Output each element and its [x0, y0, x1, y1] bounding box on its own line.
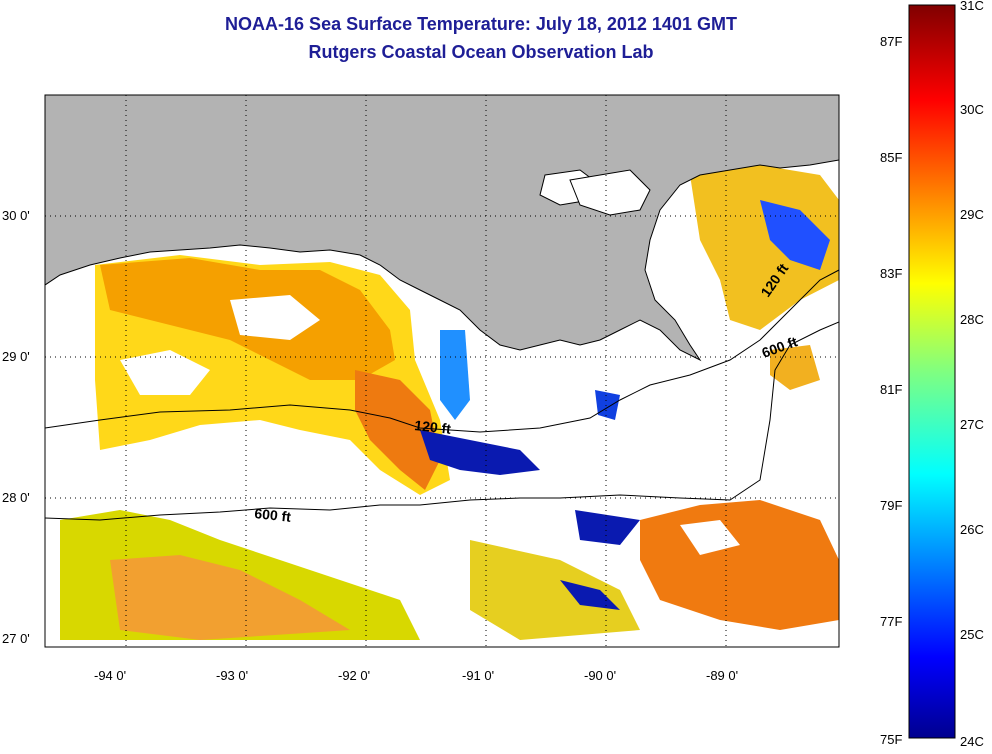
- colorbar-c-label: 28C: [960, 312, 984, 327]
- colorbar-c-label: 24C: [960, 734, 984, 749]
- colorbar-c-label: 27C: [960, 417, 984, 432]
- colorbar-f-label: 75F: [880, 732, 902, 747]
- contour-label-120-west: 120 ft: [414, 417, 452, 437]
- colorbar-f-label: 81F: [880, 382, 902, 397]
- sst-data-layer: [60, 165, 839, 640]
- lon-label: -89 0': [706, 668, 738, 683]
- lat-label: 28 0': [2, 490, 30, 505]
- map-panel[interactable]: 120 ft 120 ft 600 ft 600 ft: [45, 95, 839, 647]
- lon-label: -93 0': [216, 668, 248, 683]
- colorbar-gradient: [908, 4, 956, 739]
- contour-label-600-west: 600 ft: [254, 505, 292, 525]
- lon-label: -94 0': [94, 668, 126, 683]
- lat-label: 27 0': [2, 631, 30, 646]
- colorbar-c-label: 25C: [960, 627, 984, 642]
- colorbar-f-label: 85F: [880, 150, 902, 165]
- lon-label: -90 0': [584, 668, 616, 683]
- graticule: [45, 95, 839, 647]
- colorbar-c-label: 31C: [960, 0, 984, 13]
- lake-pontchartrain: [569, 169, 651, 216]
- colorbar-f-label: 79F: [880, 498, 902, 513]
- colorbar-f-label: 77F: [880, 614, 902, 629]
- lon-label: -91 0': [462, 668, 494, 683]
- colorbar: 87F 85F 83F 81F 79F 77F 75F 31C 30C 29C …: [880, 0, 984, 749]
- colorbar-f-label: 83F: [880, 266, 902, 281]
- map-frame: [44, 94, 840, 648]
- lon-label: -92 0': [338, 668, 370, 683]
- colorbar-c-label: 26C: [960, 522, 984, 537]
- colorbar-c-label: 30C: [960, 102, 984, 117]
- map-title: NOAA-16 Sea Surface Temperature: July 18…: [225, 14, 737, 34]
- latitude-axis: 27 0' 28 0' 29 0' 30 0': [2, 208, 30, 646]
- longitude-axis: -94 0' -93 0' -92 0' -91 0' -90 0' -89 0…: [94, 668, 738, 683]
- lat-label: 30 0': [2, 208, 30, 223]
- colorbar-c-label: 29C: [960, 207, 984, 222]
- lat-label: 29 0': [2, 349, 30, 364]
- map-subtitle: Rutgers Coastal Ocean Observation Lab: [308, 42, 654, 62]
- colorbar-f-label: 87F: [880, 34, 902, 49]
- coastline-land: [45, 95, 839, 362]
